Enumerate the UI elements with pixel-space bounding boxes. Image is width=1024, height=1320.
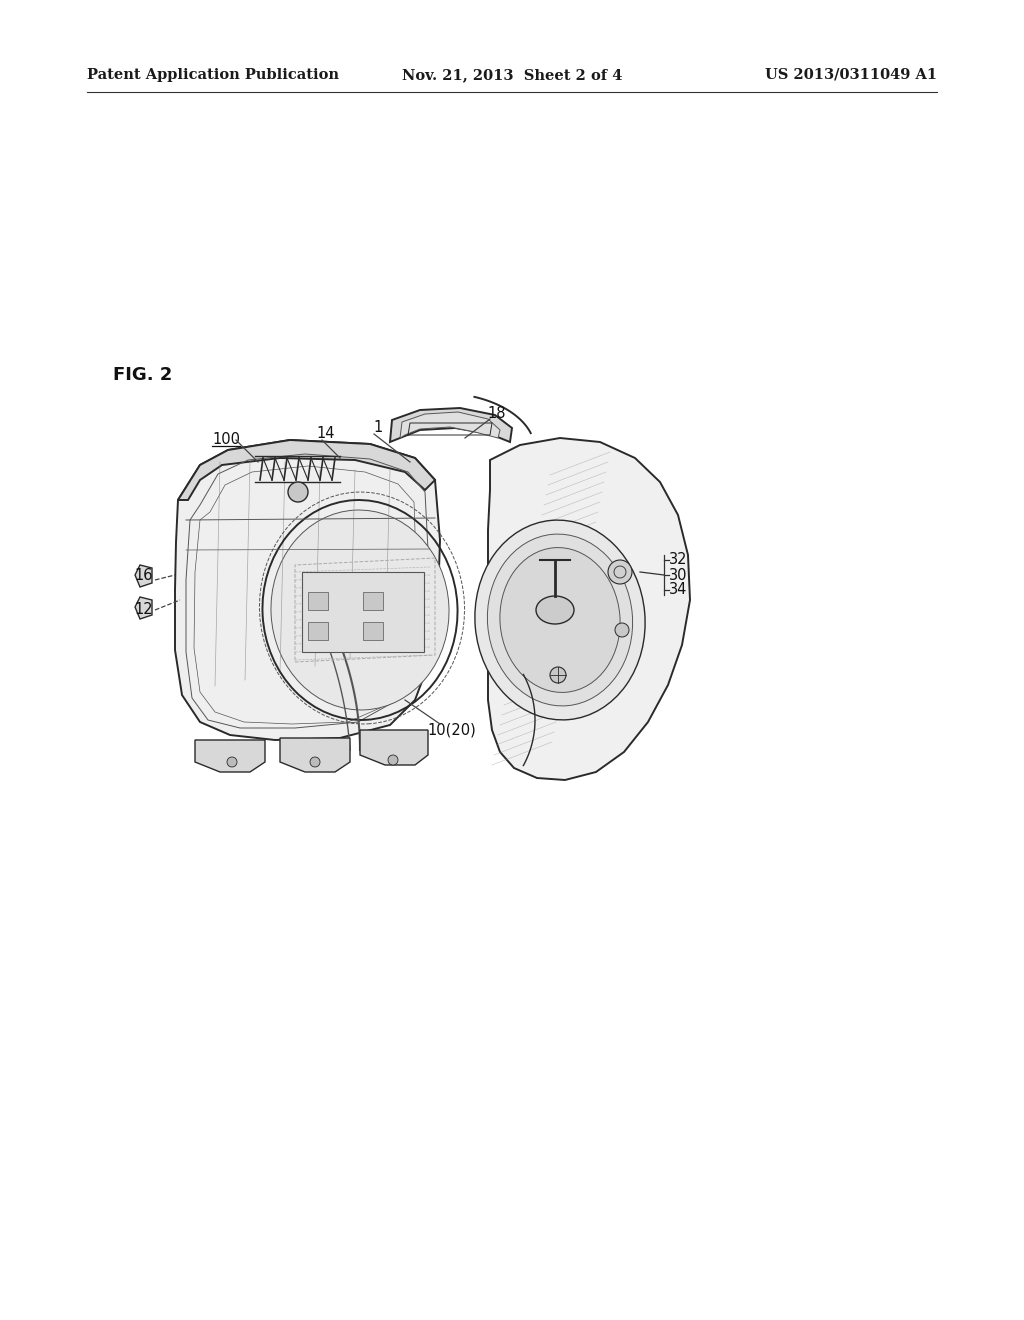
FancyBboxPatch shape <box>302 572 424 652</box>
Polygon shape <box>280 738 350 772</box>
Text: 10(20): 10(20) <box>427 722 476 738</box>
Text: 16: 16 <box>134 568 153 582</box>
Text: 34: 34 <box>669 582 687 598</box>
Circle shape <box>288 482 308 502</box>
Polygon shape <box>400 412 500 438</box>
Polygon shape <box>390 408 512 442</box>
Circle shape <box>388 755 398 766</box>
Ellipse shape <box>536 597 574 624</box>
Text: 12: 12 <box>134 602 153 618</box>
Ellipse shape <box>271 510 450 710</box>
Polygon shape <box>175 440 440 741</box>
Text: FIG. 2: FIG. 2 <box>113 366 172 384</box>
Text: Nov. 21, 2013  Sheet 2 of 4: Nov. 21, 2013 Sheet 2 of 4 <box>401 69 623 82</box>
Polygon shape <box>135 597 152 619</box>
Polygon shape <box>178 440 435 500</box>
Circle shape <box>227 756 237 767</box>
Bar <box>362 622 383 640</box>
Text: 32: 32 <box>669 553 687 568</box>
Polygon shape <box>195 741 265 772</box>
Ellipse shape <box>487 535 633 706</box>
Polygon shape <box>360 730 428 766</box>
Text: US 2013/0311049 A1: US 2013/0311049 A1 <box>765 69 937 82</box>
Circle shape <box>310 756 319 767</box>
Bar <box>308 591 328 610</box>
Text: 30: 30 <box>669 568 687 582</box>
Circle shape <box>550 667 566 682</box>
Polygon shape <box>488 438 690 780</box>
Text: 100: 100 <box>212 433 240 447</box>
Circle shape <box>615 623 629 638</box>
Ellipse shape <box>475 520 645 719</box>
Text: 14: 14 <box>316 426 335 441</box>
Bar <box>308 622 328 640</box>
Text: 18: 18 <box>487 405 506 421</box>
Text: 1: 1 <box>373 421 382 436</box>
Ellipse shape <box>500 548 621 693</box>
Text: Patent Application Publication: Patent Application Publication <box>87 69 339 82</box>
Polygon shape <box>135 565 152 587</box>
Circle shape <box>608 560 632 583</box>
Bar <box>362 591 383 610</box>
